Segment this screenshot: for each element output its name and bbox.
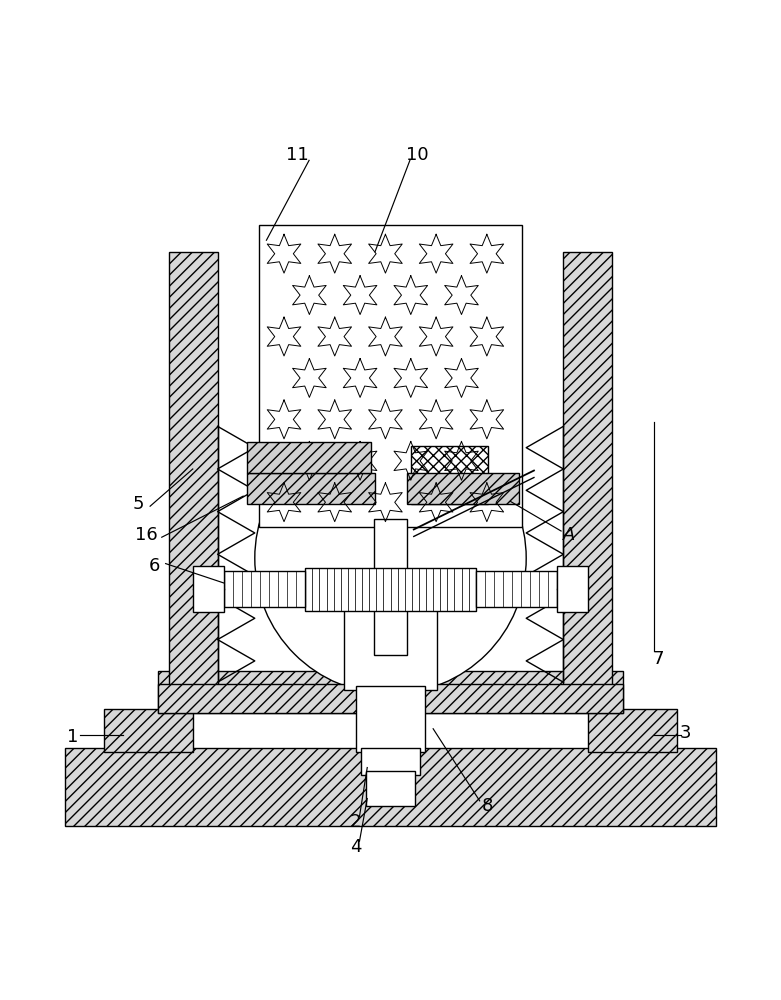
Bar bbox=[476, 571, 557, 607]
Text: 3: 3 bbox=[679, 724, 691, 742]
Text: A: A bbox=[562, 526, 575, 544]
Bar bbox=[193, 566, 224, 612]
Bar bbox=[344, 601, 437, 690]
Bar bbox=[247, 442, 371, 473]
Bar bbox=[366, 771, 415, 806]
Text: 1: 1 bbox=[67, 728, 78, 746]
Bar bbox=[169, 252, 218, 690]
Bar bbox=[563, 252, 612, 690]
Bar bbox=[588, 709, 677, 752]
Text: 2: 2 bbox=[350, 813, 362, 831]
Bar bbox=[355, 686, 426, 752]
Bar bbox=[259, 225, 522, 527]
Bar bbox=[104, 709, 193, 752]
Circle shape bbox=[255, 422, 526, 694]
Bar bbox=[65, 748, 716, 826]
Text: 16: 16 bbox=[135, 526, 158, 544]
Text: 7: 7 bbox=[652, 650, 664, 668]
Bar bbox=[361, 748, 420, 775]
Bar bbox=[374, 519, 407, 655]
Bar bbox=[557, 566, 588, 612]
Bar bbox=[247, 473, 375, 504]
Text: 8: 8 bbox=[482, 797, 493, 815]
Bar bbox=[411, 446, 488, 504]
Bar bbox=[305, 568, 476, 611]
Bar bbox=[158, 684, 623, 713]
Text: 6: 6 bbox=[148, 557, 159, 575]
Bar bbox=[224, 571, 305, 607]
Bar bbox=[407, 473, 519, 504]
Text: 11: 11 bbox=[286, 146, 308, 164]
Text: 10: 10 bbox=[406, 146, 429, 164]
Bar bbox=[158, 671, 623, 713]
Text: 4: 4 bbox=[350, 838, 362, 856]
Text: 5: 5 bbox=[133, 495, 144, 513]
